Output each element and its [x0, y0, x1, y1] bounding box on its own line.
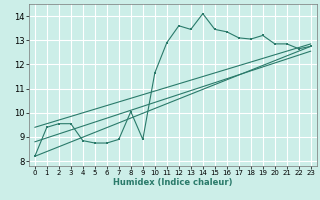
X-axis label: Humidex (Indice chaleur): Humidex (Indice chaleur): [113, 178, 233, 187]
